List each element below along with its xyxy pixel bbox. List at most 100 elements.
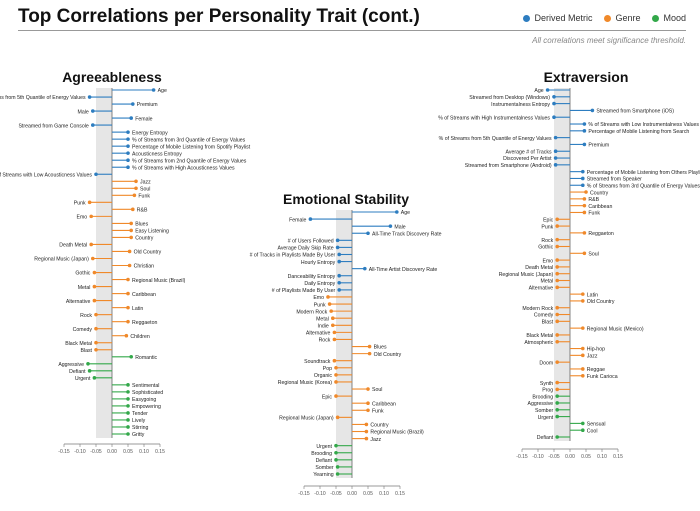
point-regional-music-japan (555, 271, 559, 276)
point-of-playlists-made-by-user (337, 288, 342, 292)
label-somber: Somber (535, 408, 553, 414)
point-country (364, 422, 369, 427)
label-rock: Rock (80, 313, 92, 319)
label-soul: Soul (140, 186, 150, 192)
label-old-country: Old Country (134, 250, 162, 256)
label-of-streams-from-5th-quantile-of-energy-values: % of Streams from 5th Quantile of Energy… (0, 95, 86, 101)
point-funk (366, 408, 370, 413)
label-metal: Metal (541, 279, 554, 285)
label-prog: Prog (542, 388, 553, 394)
label-aggressive: Aggressive (528, 401, 554, 407)
point-lively (126, 418, 130, 422)
label-streamed-from-smartphone-ios: Streamed from Smartphone (iOS) (596, 109, 674, 115)
point-of-streams-with-low-acousticness-values (94, 172, 98, 177)
point-epic (334, 394, 338, 398)
x-tick-label: -0.15 (298, 491, 310, 497)
label-emo: Emo (77, 215, 88, 221)
label-defiant: Defiant (537, 435, 554, 441)
x-tick-label: 0.15 (613, 454, 623, 460)
label-average-daily-skip-rate: Average Daily Skip Rate (277, 246, 333, 252)
zero-band (336, 210, 352, 478)
chart-panel-agreeableness: Agreeableness Age % of Streams from 5th Qu… (0, 69, 251, 455)
point-death-metal (555, 265, 559, 269)
point-alternative (92, 298, 97, 303)
point-all-time-track-discovery-rate (366, 231, 370, 236)
label-male: Male (394, 224, 405, 230)
point-funk (132, 193, 137, 198)
label-stirring: Stirring (132, 425, 149, 431)
point-somber (555, 407, 559, 412)
label-defiant: Defiant (316, 458, 333, 464)
legend: Derived Metric Genre Mood (523, 13, 686, 23)
x-tick-label: 0.10 (379, 491, 389, 497)
label-funk-carioca: Funk Carioca (587, 374, 618, 380)
label-age: Age (534, 88, 543, 94)
point-energy-entropy (126, 130, 130, 134)
label-indie: Indie (318, 323, 329, 329)
point-gothic (92, 270, 97, 275)
label-alternative: Alternative (66, 299, 91, 305)
legend-dot-derived-metric (523, 14, 531, 22)
label-streamed-from-desktop-windows: Streamed from Desktop (Windows) (469, 95, 550, 101)
point-black-metal (555, 333, 559, 337)
x-tick-label: 0.00 (565, 454, 575, 460)
label-percentage-of-mobile-listening-from-spotify-playlist: Percentage of Mobile Listening from Spot… (132, 144, 251, 150)
x-tick-label: -0.15 (58, 449, 70, 455)
label-jazz: Jazz (370, 437, 381, 443)
point-punk (87, 200, 92, 205)
label-funk: Funk (588, 211, 600, 217)
legend-item-genre: Genre (604, 13, 640, 23)
point-somber (335, 465, 340, 469)
point-all-time-artist-discovery-rate (363, 266, 367, 271)
label-soul: Soul (372, 387, 382, 393)
label-of-playlists-made-by-user: # of Playlists Made By User (272, 288, 336, 294)
legend-label-derived-metric: Derived Metric (534, 13, 593, 23)
label-acousticness-entropy: Acousticness Entropy (132, 151, 182, 157)
point-christian (127, 263, 132, 268)
point-sophisticated (126, 390, 130, 394)
label-hip-hop: Hip-hop (587, 347, 605, 353)
point-male (388, 224, 393, 228)
x-tick-label: -0.10 (532, 454, 544, 460)
x-tick-label: 0.00 (107, 449, 117, 455)
label-comedy: Comedy (73, 327, 93, 333)
point-old-country (367, 351, 372, 356)
point-streamed-from-game-console (91, 123, 95, 127)
label-blast: Blast (80, 348, 92, 354)
point-country (584, 190, 588, 194)
label-sentimental: Sentimental (132, 383, 159, 389)
point-epic (555, 217, 559, 222)
x-tick-label: 0.10 (139, 449, 149, 455)
label-streamed-from-game-console: Streamed from Game Console (18, 123, 88, 129)
point-soul (582, 251, 587, 256)
point-punk (327, 302, 332, 306)
point-soul (366, 387, 370, 391)
point-yearning (335, 472, 340, 476)
point-old-country (127, 249, 132, 254)
point-of-streams-from-5th-quantile-of-energy-values (87, 95, 92, 99)
label-of-streams-from-2nd-quantile-of-energy-values: % of Streams from 2nd Quantile of Energy… (132, 158, 247, 164)
legend-dot-genre (604, 14, 612, 22)
label-yearning: Yearning (313, 472, 333, 478)
label-punk: Punk (541, 224, 553, 230)
point-organic (334, 373, 338, 377)
label-discovered-per-artist: Discovered Per Artist (503, 156, 552, 162)
point-alternative (332, 330, 337, 335)
point-average-of-tracks (553, 149, 558, 154)
label-of-streams-with-high-acousticness-values: % of Streams with High Acousticness Valu… (132, 165, 235, 171)
label-pop: Pop (323, 366, 332, 372)
point-easy-listening (129, 228, 133, 233)
point-aggressive (555, 401, 559, 405)
point-death-metal (89, 242, 93, 247)
label-regional-music-japan: Regional Music (Japan) (279, 416, 334, 422)
label-rock: Rock (541, 238, 553, 244)
point-instrumentalness-entropy (552, 101, 556, 106)
point-regional-music-mexico (581, 326, 585, 330)
label-of-streams-from-3rd-quantile-of-energy-values: % of Streams from 3rd Quantile of Energy… (587, 183, 700, 189)
label-sensual: Sensual (587, 422, 606, 428)
label-r-b: R&B (588, 197, 599, 203)
label-of-streams-from-3rd-quantile-of-energy-values: % of Streams from 3rd Quantile of Energy… (132, 137, 246, 143)
label-emo: Emo (543, 258, 554, 264)
point-regional-music-japan (335, 415, 340, 420)
label-age: Age (158, 88, 167, 94)
